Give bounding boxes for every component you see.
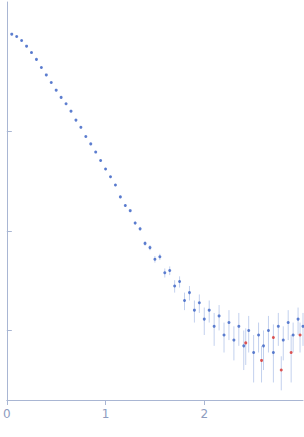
svg-text:1: 1 (102, 407, 110, 421)
svg-text:0: 0 (3, 407, 11, 421)
svg-text:2: 2 (200, 407, 208, 421)
